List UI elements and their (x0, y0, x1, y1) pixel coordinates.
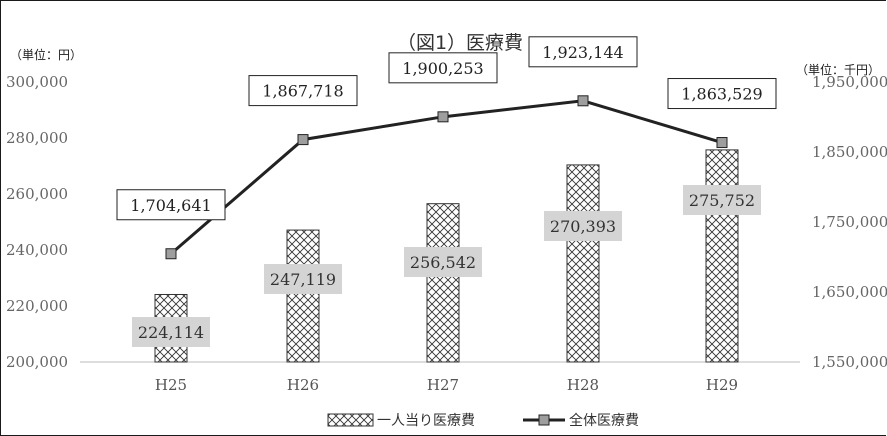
x-tick-label: H28 (567, 376, 599, 394)
line-label-box (667, 78, 777, 110)
line-label-box (528, 36, 638, 68)
bar-label-box (404, 247, 482, 277)
left-axis-ticks: 200,000 220,000 240,000 260,000 280,000 300,0… (6, 73, 68, 371)
bar-data-label: 224,114 (138, 323, 204, 342)
right-tick-label: 1,850,000 (812, 143, 887, 161)
line-marker (165, 248, 177, 260)
right-axis-unit: （単位：千円） (796, 62, 880, 77)
line-data-labels: 1,704,641 1,867,718 1,900,253 1,923,144 1,86… (116, 36, 777, 221)
bar-label-box (544, 211, 622, 241)
bar-data-label: 275,752 (689, 191, 755, 210)
bar-data-labels: 224,114 247,119 256,542 270,393 275,752 (132, 185, 761, 347)
bar-data-label: 247,119 (270, 270, 336, 289)
line-marker (577, 95, 589, 107)
left-tick-label: 220,000 (6, 297, 68, 315)
left-tick-label: 260,000 (6, 185, 68, 203)
line-label-box (248, 75, 358, 107)
legend: 一人当り医療費 全体医療費 (327, 412, 639, 429)
right-tick-label: 1,750,000 (812, 213, 887, 231)
right-tick-label: 1,650,000 (812, 283, 887, 301)
left-tick-label: 280,000 (6, 129, 68, 147)
line-data-label: 1,900,253 (402, 59, 483, 78)
legend-bar-swatch (327, 413, 374, 427)
left-tick-label: 300,000 (6, 73, 68, 91)
bar-label-box (264, 264, 342, 294)
bar-data-label: 270,393 (550, 217, 616, 236)
chart-title: （図1）医療費 (397, 32, 523, 54)
bar (566, 164, 600, 363)
right-tick-label: 1,950,000 (812, 73, 887, 91)
left-tick-label: 200,000 (6, 353, 68, 371)
x-tick-label: H25 (155, 376, 187, 394)
left-axis-unit: （単位：円） (10, 47, 82, 62)
legend-line-label: 全体医療費 (569, 412, 639, 429)
line-marker (297, 134, 309, 146)
right-axis-ticks: 1,550,000 1,650,000 1,750,000 1,850,000 1,95… (812, 73, 887, 371)
right-tick-label: 1,550,000 (812, 353, 887, 371)
line-marker (437, 111, 449, 123)
legend-bar-label: 一人当り医療費 (377, 412, 475, 429)
x-tick-label: H27 (427, 376, 459, 394)
line-marker (716, 137, 728, 149)
line-data-label: 1,863,529 (681, 85, 762, 104)
line-series (165, 95, 728, 260)
line-data-label: 1,867,718 (262, 82, 343, 101)
left-tick-label: 240,000 (6, 241, 68, 259)
bar-label-box (132, 317, 210, 347)
line-label-box (388, 52, 498, 84)
x-axis-labels: H25 H26 H27 H28 H29 (155, 376, 738, 394)
bar-label-box (683, 185, 761, 215)
line-label-box (116, 189, 226, 221)
x-tick-label: H26 (287, 376, 319, 394)
bar (426, 203, 460, 363)
x-tick-label: H29 (706, 376, 738, 394)
bar (286, 229, 320, 363)
bar (705, 149, 739, 363)
legend-line-marker (538, 414, 550, 426)
line-data-label: 1,923,144 (542, 43, 623, 62)
line-data-label: 1,704,641 (130, 196, 211, 215)
bar-data-label: 256,542 (410, 253, 476, 272)
